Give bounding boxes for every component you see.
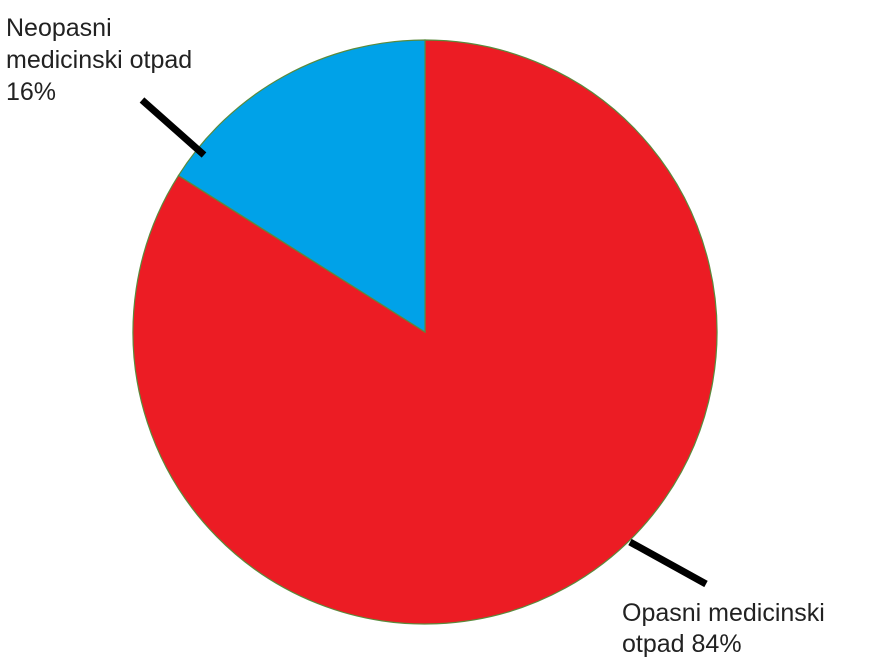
slice-labels: Opasni medicinski otpad 84% Neopasni medici… [6,14,825,658]
slice-label-1-line-1: Opasni medicinski [622,599,825,627]
slice-label-2: Neopasni medicinski otpad 16% [6,14,192,106]
leader-line-2 [139,97,207,158]
slice-label-2-line-1: Neopasni [6,14,112,42]
pie-slices [132,39,718,625]
leader-lines [139,97,708,588]
slice-label-2-line-2: medicinski otpad [6,46,192,74]
slice-label-1: Opasni medicinski otpad 84% [622,599,825,658]
slice-label-1-line-2: otpad 84% [622,630,742,658]
slice-label-2-line-3: 16% [6,78,56,106]
leader-line-1 [628,538,708,588]
